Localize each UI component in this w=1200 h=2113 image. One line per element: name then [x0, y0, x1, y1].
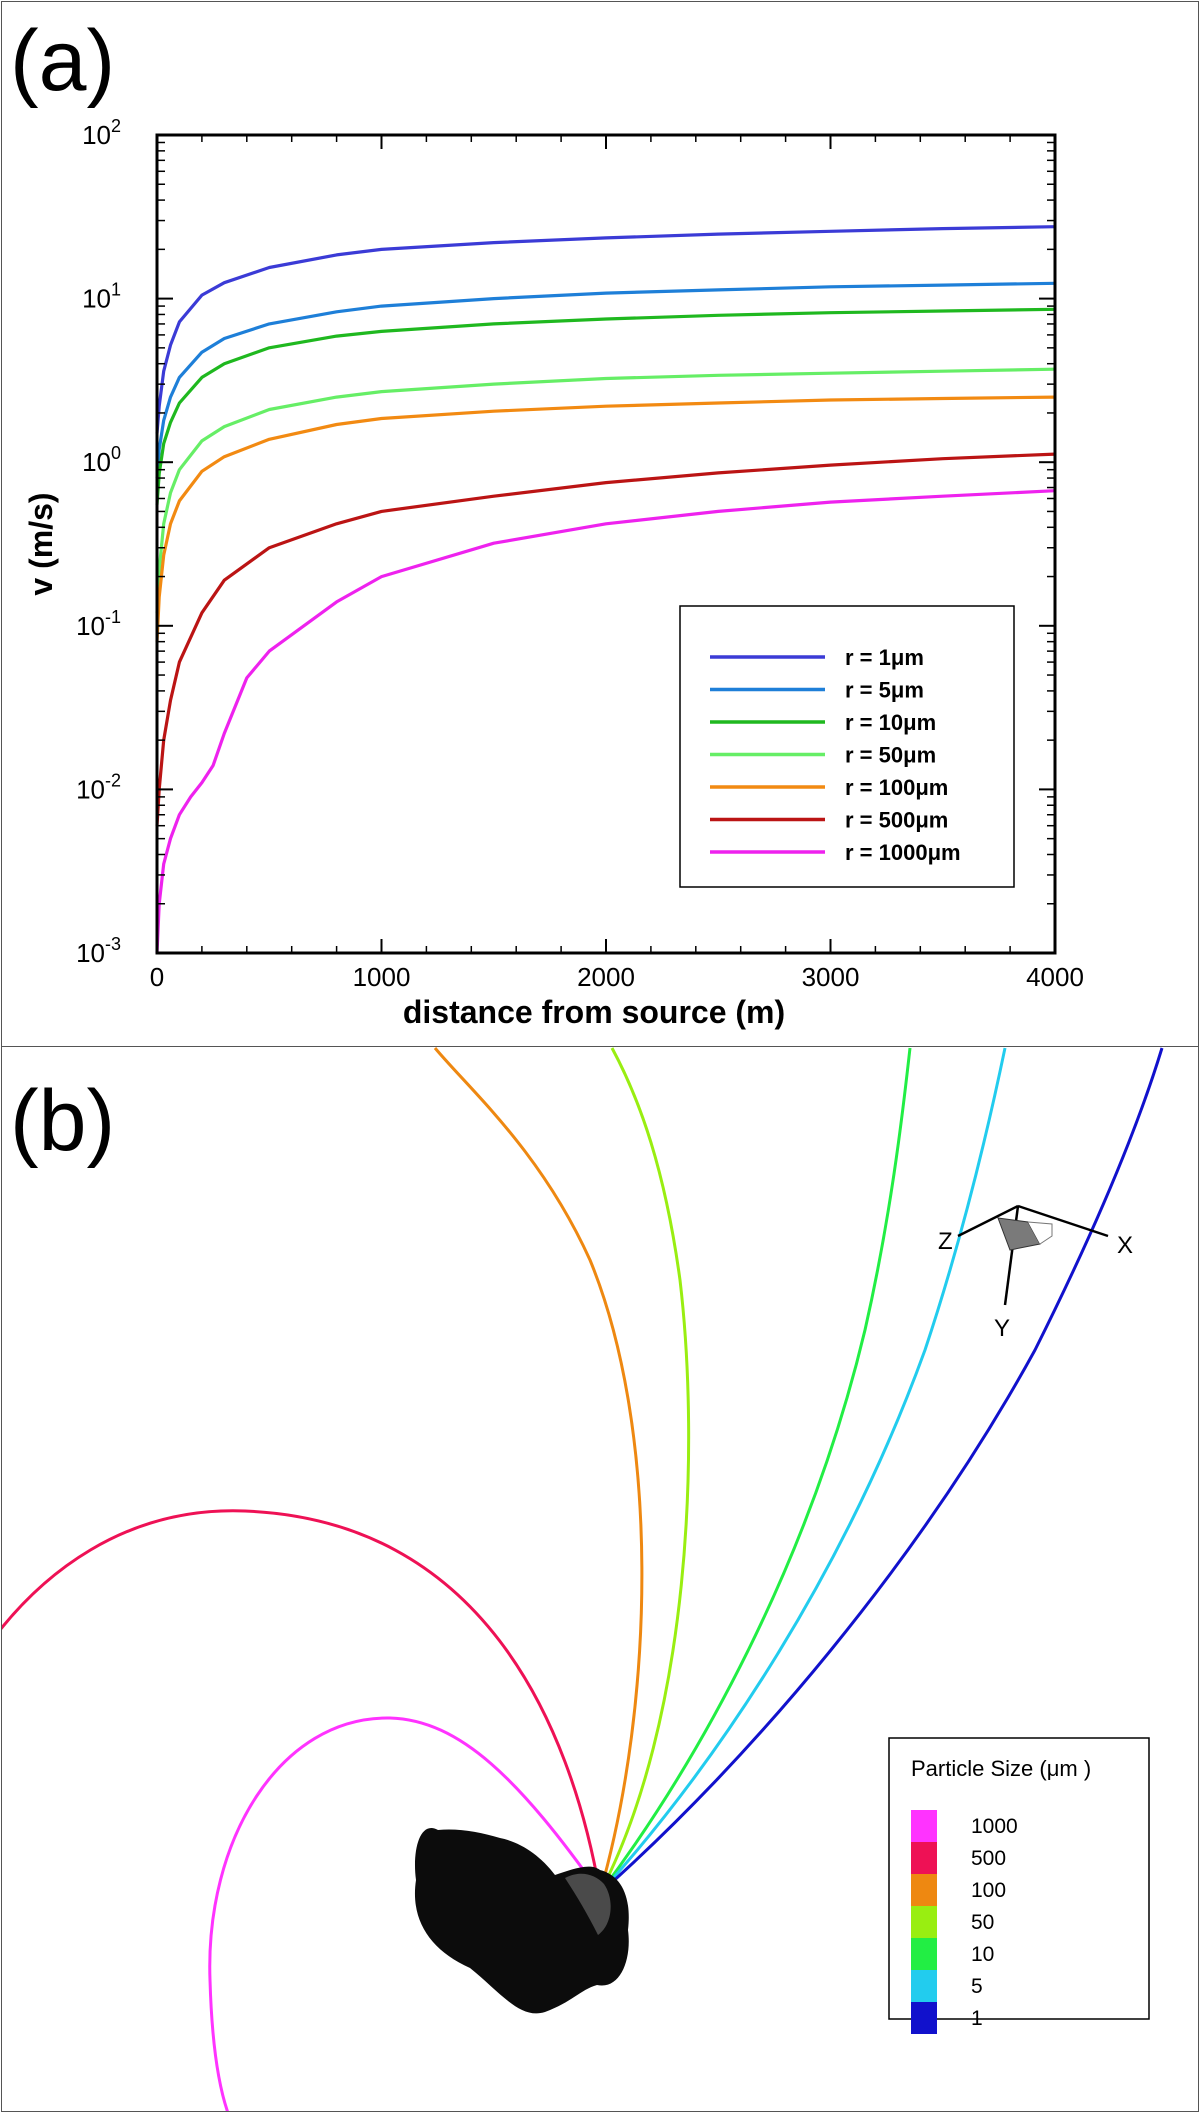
triad-y-label: Y — [994, 1315, 1010, 1342]
triad-x-axis — [1017, 1204, 1109, 1238]
series-line-1 — [155, 281, 1056, 479]
legend-label: r = 1μm — [845, 645, 924, 670]
y-axis-title: v (m/s) — [23, 492, 59, 595]
trajectory-layer — [2, 1047, 1164, 2111]
size-legend-swatch — [911, 1874, 937, 1906]
y-tick-label: 10-1 — [76, 607, 121, 641]
size-legend-label: 1 — [971, 2007, 983, 2030]
size-legend-swatch — [911, 1842, 937, 1874]
y-tick-label: 100 — [82, 443, 121, 477]
series-line-6 — [155, 489, 1056, 954]
y-tick-label: 101 — [82, 280, 121, 314]
y-tick-label: 10-2 — [76, 770, 121, 804]
size-legend-swatch — [911, 1810, 937, 1842]
panel-a-label: (a) — [10, 13, 116, 109]
trajectory-1um — [599, 1047, 1164, 1895]
y-tick-label: 10-3 — [76, 934, 121, 968]
size-legend-label: 10 — [971, 1943, 994, 1966]
legend-label: r = 100μm — [845, 775, 948, 800]
x-tick-label: 2000 — [577, 962, 635, 992]
triad-cube-face — [1027, 1221, 1053, 1245]
size-legend-label: 100 — [971, 1879, 1006, 1902]
size-legend-label: 50 — [971, 1911, 994, 1934]
panel-b-label: (b) — [10, 1073, 116, 1169]
series-line-3 — [155, 367, 1056, 613]
legend-label: r = 500μm — [845, 808, 948, 833]
size-legend-swatch — [911, 2002, 937, 2034]
panel-b-frame — [1, 1046, 1199, 2112]
triad-z-label: Z — [938, 1228, 953, 1255]
size-legend-label: 5 — [971, 1975, 983, 1998]
legend-label: r = 5μm — [845, 678, 924, 703]
size-legend-swatch — [911, 1906, 937, 1938]
size-legend-swatch — [911, 1938, 937, 1970]
legend-label: r = 10μm — [845, 710, 936, 735]
size-legend-title: Particle Size (μm ) — [911, 1756, 1091, 1781]
size-legend-label: 1000 — [971, 1815, 1018, 1838]
x-tick-label: 1000 — [353, 962, 411, 992]
x-tick-label: 3000 — [802, 962, 860, 992]
series-line-0 — [155, 225, 1056, 434]
velocity-chart: 0 1000 2000 3000 4000 10-3 10-2 10-1 100 101 102 di… — [23, 116, 1084, 1030]
series-line-2 — [155, 307, 1056, 505]
x-tick-label: 0 — [150, 962, 164, 992]
legend-box — [679, 605, 1015, 888]
trajectory-1000um — [208, 1716, 602, 2111]
triad-x-label: X — [1117, 1232, 1133, 1259]
trajectory-5um — [598, 1047, 1007, 1895]
size-legend-swatch — [911, 1970, 937, 2002]
series-line-4 — [155, 395, 1056, 642]
triad-z-axis — [957, 1204, 1019, 1238]
legend-label: r = 1000μm — [845, 840, 961, 865]
size-legend-label: 500 — [971, 1847, 1006, 1870]
trajectory-500um — [2, 1509, 602, 1894]
trajectory-10um — [598, 1047, 912, 1894]
trajectory-100um — [433, 1047, 644, 1894]
series-line-5 — [155, 452, 1056, 826]
nucleus-highlight — [565, 1873, 611, 1935]
x-tick-label: 4000 — [1026, 962, 1084, 992]
y-tick-label: 102 — [82, 116, 121, 150]
legend-label: r = 50μm — [845, 743, 936, 768]
trajectory-50um — [598, 1047, 691, 1894]
x-axis-title: distance from source (m) — [403, 994, 785, 1030]
